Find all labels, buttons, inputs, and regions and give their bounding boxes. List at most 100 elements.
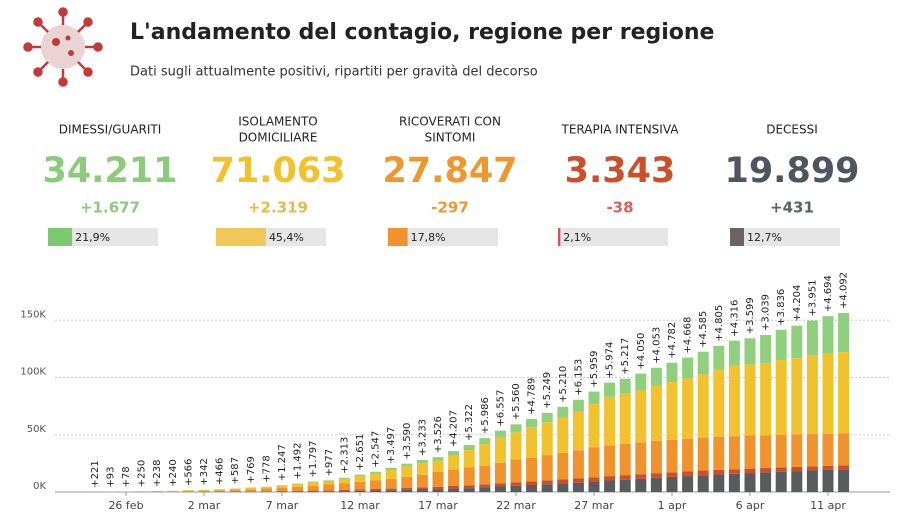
x-tick-label: 1 apr — [658, 499, 687, 512]
bar-segment — [728, 469, 740, 474]
bar-segment — [650, 473, 662, 478]
bar-segment — [604, 445, 616, 477]
bar-segment — [276, 485, 288, 486]
bar-segment — [526, 457, 538, 482]
bar-segment — [666, 439, 678, 473]
bar-segment — [650, 477, 662, 492]
bar-segment — [666, 476, 678, 492]
bar-segment — [385, 490, 397, 492]
bar-segment — [385, 488, 397, 491]
bar-segment — [728, 365, 740, 437]
increment-label: +5.322 — [464, 404, 475, 441]
bar-segment — [198, 490, 210, 492]
bar-segment — [494, 483, 506, 487]
bar-segment — [775, 360, 787, 435]
bar-segment — [697, 437, 709, 471]
bar-segment — [432, 460, 444, 473]
bar-segment — [448, 486, 460, 489]
bar-segment — [760, 362, 772, 436]
bar-segment — [401, 466, 413, 477]
increment-label: +4.782 — [667, 322, 678, 359]
bar-segment — [760, 435, 772, 469]
bar-segment — [791, 434, 803, 467]
share-label: 2,1% — [563, 231, 591, 244]
increment-label: +4.053 — [651, 327, 662, 364]
bar-segment — [448, 488, 460, 492]
bar-segment — [588, 447, 600, 478]
increment-label: +4.092 — [839, 272, 850, 309]
x-tick-label: 11 apr — [810, 499, 846, 512]
bar-segment — [432, 457, 444, 461]
bar-segment — [588, 391, 600, 405]
x-tick-label: 26 feb — [108, 499, 143, 512]
bar-segment — [385, 470, 397, 480]
share-bar-bg — [558, 228, 668, 246]
bar-segment — [744, 468, 756, 474]
share-bar-bg — [48, 228, 158, 246]
card-value: 71.063 — [210, 151, 345, 191]
bar-segment — [760, 468, 772, 473]
subtitle: Dati sugli attualmente positivi, riparti… — [130, 65, 538, 80]
bar-segment — [635, 390, 647, 443]
bar-segment — [479, 438, 491, 445]
increment-label: +5.249 — [542, 372, 553, 409]
bar-segment — [728, 473, 740, 492]
bar-segment — [619, 378, 631, 394]
increment-label: +4.316 — [729, 300, 740, 337]
card-change: -297 — [431, 199, 469, 217]
bar-segment — [463, 485, 475, 489]
bar-segment — [588, 481, 600, 492]
increment-label: +778 — [261, 455, 272, 482]
bar-segment — [401, 488, 413, 490]
increment-label: +3.599 — [745, 297, 756, 334]
x-tick-label: 6 apr — [736, 499, 765, 512]
card-value: 34.211 — [42, 151, 177, 191]
x-tick-label: 27 mar — [574, 499, 614, 512]
bar-segment — [572, 411, 584, 451]
bar-segment — [338, 491, 350, 492]
bar-segment — [791, 358, 803, 435]
bar-segment — [666, 472, 678, 477]
card-title: DECESSI — [766, 123, 818, 137]
share-label: 17,8% — [411, 231, 446, 244]
bar-segment — [666, 362, 678, 383]
increment-label: +4.204 — [792, 285, 803, 322]
increment-label: +93 — [105, 467, 116, 488]
bar-segment — [182, 491, 194, 492]
bar-segment — [619, 479, 631, 492]
bar-segment — [510, 432, 522, 460]
increment-label: +5.217 — [620, 338, 631, 375]
bar-segment — [307, 490, 319, 492]
bar-segment — [510, 485, 522, 492]
bar-segment — [572, 450, 584, 479]
card-title: DOMICILIARE — [239, 131, 318, 145]
bar-segment — [619, 475, 631, 480]
bar-segment — [760, 472, 772, 492]
bar-segment — [292, 486, 304, 491]
card-title: RICOVERATI CON — [399, 115, 501, 129]
bar-segment — [526, 427, 538, 458]
bar-segment — [432, 472, 444, 487]
card-change: +2.319 — [248, 199, 308, 217]
bar-segment — [214, 490, 226, 492]
bar-segment — [463, 488, 475, 492]
bar-segment — [650, 440, 662, 474]
bar-segment — [494, 462, 506, 484]
increment-label: +769 — [246, 456, 257, 483]
bar-segment — [260, 491, 272, 492]
bar-segment — [229, 488, 241, 490]
bar-segment — [650, 367, 662, 386]
bar-segment — [775, 471, 787, 492]
increment-label: +3.497 — [386, 427, 397, 464]
bar-segment — [432, 489, 444, 492]
increment-label: +2.547 — [371, 431, 382, 468]
bar-segment — [307, 482, 319, 486]
bar-segment — [635, 373, 647, 391]
bar-segment — [635, 442, 647, 475]
bar-segment — [806, 434, 818, 467]
bar-segment — [416, 459, 428, 464]
bar-segment — [541, 412, 553, 423]
bar-segment — [370, 490, 382, 492]
bar-segment — [416, 463, 428, 475]
bar-segment — [354, 474, 366, 477]
